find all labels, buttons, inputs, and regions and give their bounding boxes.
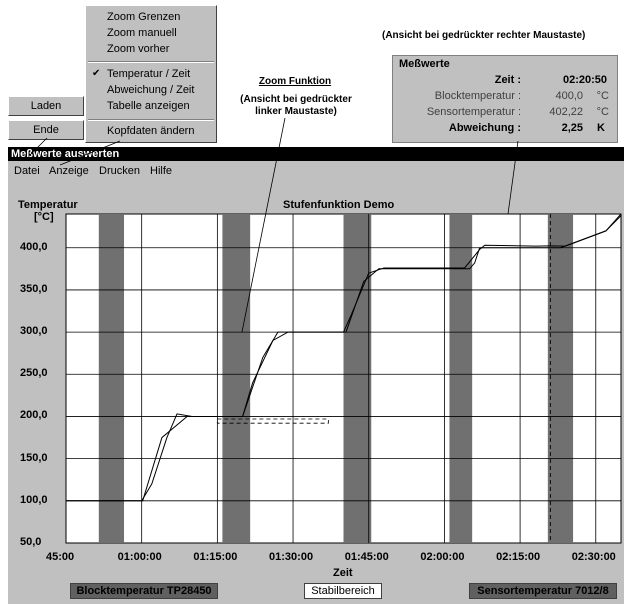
messwerte-value: 402,22 bbox=[549, 106, 583, 118]
x-tick-label: 02:00:00 bbox=[420, 551, 465, 563]
y-tick-label: 350,0 bbox=[20, 282, 48, 295]
menu-item-abweichung-zeit[interactable]: Abweichung / Zeit bbox=[86, 82, 216, 98]
menu-item-zoom-manuell[interactable]: Zoom manuell bbox=[86, 25, 216, 41]
menu-item-temperatur-zeit[interactable]: ✔ Temperatur / Zeit bbox=[86, 66, 216, 82]
menu-drucken[interactable]: Drucken bbox=[99, 165, 140, 177]
callout-line-messwerte bbox=[507, 140, 519, 215]
menu-item-label: Tabelle anzeigen bbox=[107, 100, 190, 112]
messwerte-value: 2,25 bbox=[561, 122, 583, 134]
x-axis-title: Zeit bbox=[333, 567, 353, 579]
y-tick-label: 200,0 bbox=[20, 409, 48, 422]
menu-item-zoom-vorher[interactable]: Zoom vorher bbox=[86, 41, 216, 57]
messwerte-unit: °C bbox=[596, 106, 609, 118]
status-stabilbereich: Stabilbereich bbox=[304, 583, 382, 599]
ende-label: Ende bbox=[33, 124, 59, 136]
menu-item-label: Temperatur / Zeit bbox=[107, 68, 191, 80]
window-title: Meßwerte auswerten bbox=[11, 148, 120, 160]
menu-anzeige[interactable]: Anzeige bbox=[49, 165, 89, 177]
check-icon: ✔ bbox=[92, 68, 101, 79]
x-tick-label: 02:15:00 bbox=[496, 551, 541, 563]
legend-sensortemperatur: Sensortemperatur 7012/8 bbox=[469, 583, 617, 599]
legend-blocktemperatur: Blocktemperatur TP28450 bbox=[70, 583, 218, 599]
menu-item-tabelle-anzeigen[interactable]: Tabelle anzeigen bbox=[86, 98, 216, 114]
messwerte-value: 02:20:50 bbox=[562, 74, 607, 86]
series-line-sensortemperatur bbox=[66, 215, 622, 502]
menu-item-label: Zoom Grenzen bbox=[107, 11, 181, 23]
menu-separator bbox=[88, 61, 214, 63]
x-tick-label: 01:15:00 bbox=[193, 551, 238, 563]
laden-label: Laden bbox=[30, 100, 62, 112]
stable-band bbox=[547, 214, 574, 543]
callout-line-anzeige bbox=[59, 140, 121, 166]
x-tick-label: 02:30:00 bbox=[571, 551, 616, 563]
annotation-right-click: (Ansicht bei gedrückter rechter Maustast… bbox=[382, 30, 586, 41]
messwerte-label: Zeit : bbox=[494, 74, 521, 86]
annotation-zoom-sub1: (Ansicht bei gedrückter bbox=[240, 94, 352, 105]
menu-item-zoom-grenzen[interactable]: Zoom Grenzen bbox=[86, 9, 216, 25]
messwerte-value: 400,0 bbox=[555, 90, 583, 102]
stable-band bbox=[449, 214, 473, 543]
y-axis-unit: [°C] bbox=[34, 211, 54, 223]
menu-item-label: Zoom manuell bbox=[107, 27, 177, 39]
x-tick-label: 01:45:00 bbox=[344, 551, 389, 563]
stable-band bbox=[222, 214, 251, 543]
context-menu: Zoom Grenzen Zoom manuell Zoom vorher ✔ … bbox=[85, 5, 217, 143]
annotation-zoom-sub2: linker Maustaste) bbox=[255, 106, 337, 117]
y-tick-label: 400,0 bbox=[20, 240, 48, 253]
menu-separator bbox=[88, 119, 214, 121]
menu-item-label: Kopfdaten ändern bbox=[107, 125, 195, 137]
x-tick-label: 45:00 bbox=[46, 551, 75, 563]
menu-item-label: Abweichung / Zeit bbox=[107, 84, 195, 96]
y-tick-label: 50,0 bbox=[20, 536, 42, 548]
chart-title: Stufenfunktion Demo bbox=[283, 199, 395, 211]
messwerte-unit: K bbox=[597, 122, 605, 134]
stable-band bbox=[98, 214, 125, 543]
y-tick-label: 300,0 bbox=[20, 325, 48, 338]
menu-datei[interactable]: Datei bbox=[14, 165, 40, 177]
y-tick-label: 150,0 bbox=[20, 451, 48, 464]
y-tick-label: 250,0 bbox=[20, 367, 48, 380]
y-tick-label: 100,0 bbox=[20, 493, 48, 506]
menu-hilfe[interactable]: Hilfe bbox=[150, 165, 173, 177]
menu-item-kopfdaten-aendern[interactable]: Kopfdaten ändern bbox=[86, 123, 216, 139]
messwerte-label: Sensortemperatur : bbox=[426, 106, 521, 118]
callout-line-datei bbox=[29, 137, 48, 156]
messwerte-panel: Meßwerte Zeit : 02:20:50 Blocktemperatur… bbox=[392, 55, 618, 143]
window-titlebar: Meßwerte auswerten bbox=[8, 147, 624, 161]
x-tick-label: 01:00:00 bbox=[117, 551, 162, 563]
y-axis-title: Temperatur bbox=[18, 199, 78, 211]
messwerte-label: Abweichung : bbox=[448, 122, 521, 134]
annotation-zoom-title: Zoom Funktion bbox=[258, 76, 332, 87]
x-tick-label: 01:30:00 bbox=[269, 551, 314, 563]
file-menu-laden[interactable]: Laden bbox=[8, 96, 84, 116]
callout-line-zoom bbox=[241, 117, 286, 333]
messwerte-label: Blocktemperatur : bbox=[434, 90, 521, 102]
messwerte-unit: °C bbox=[596, 90, 609, 102]
messwerte-title: Meßwerte bbox=[399, 58, 450, 70]
menu-item-label: Zoom vorher bbox=[107, 43, 170, 55]
stable-band bbox=[343, 214, 372, 543]
zoom-selection-rect bbox=[216, 418, 329, 424]
